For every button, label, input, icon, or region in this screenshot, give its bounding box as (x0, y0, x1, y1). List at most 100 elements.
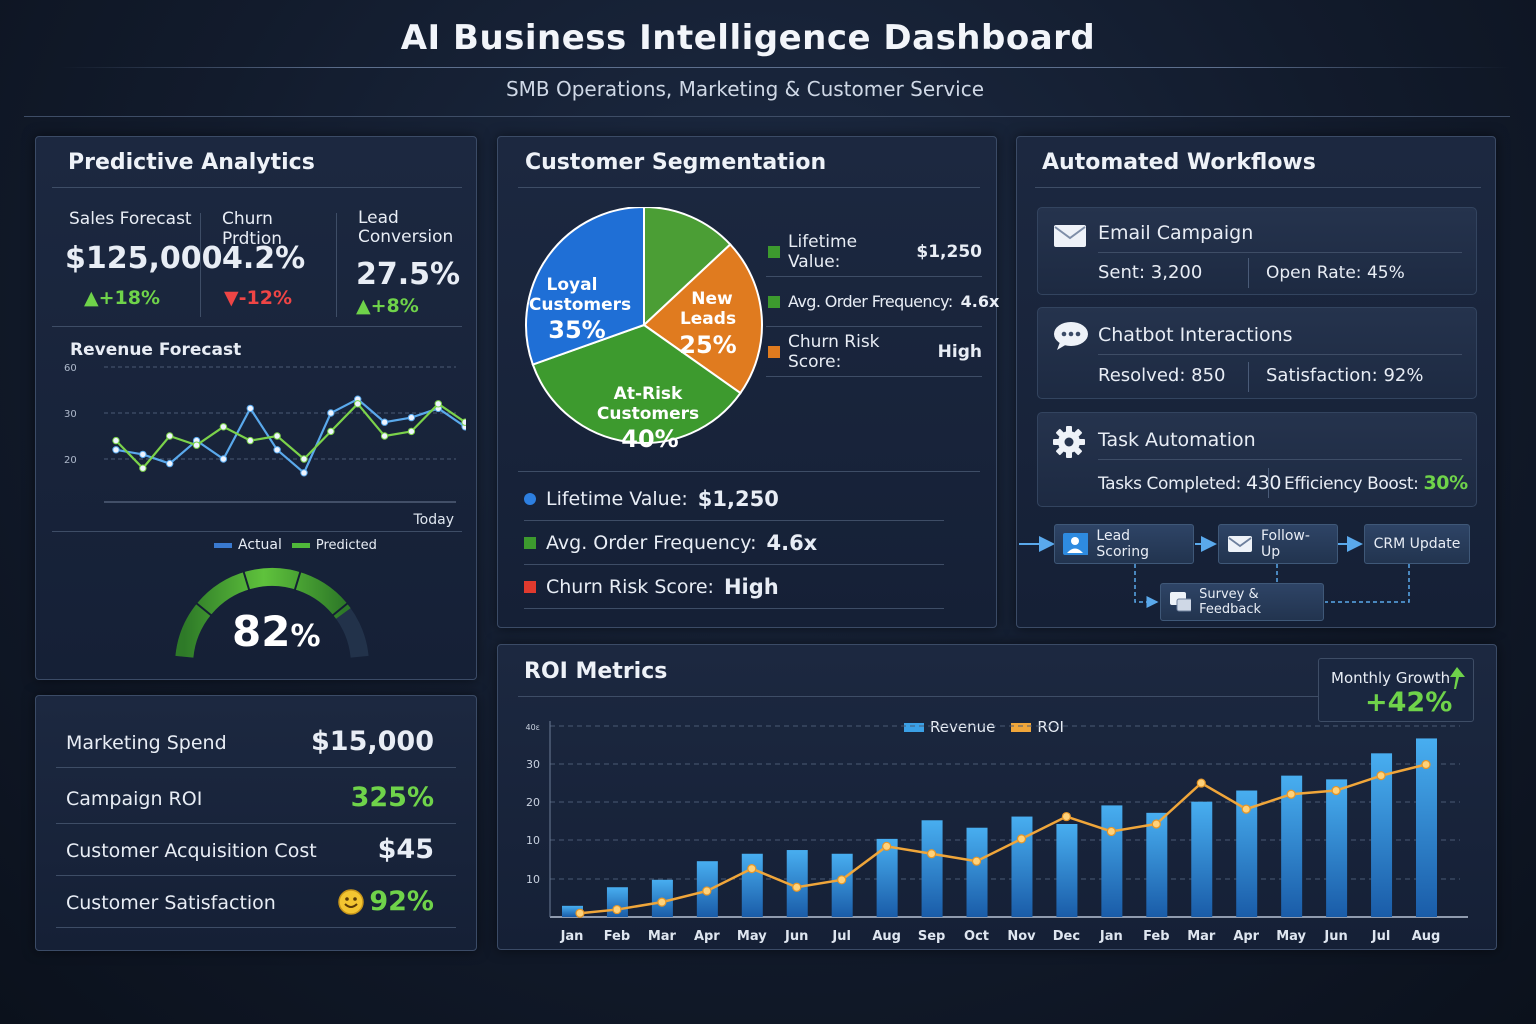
arrow-down-icon: ▼ (224, 287, 239, 309)
feedback-icon (1170, 592, 1192, 612)
card-stat-b: Satisfaction: 92% (1266, 365, 1424, 386)
revenue-bar (831, 853, 853, 917)
roi-point (792, 882, 802, 892)
data-point (192, 441, 201, 449)
legend-swatch (1011, 722, 1032, 732)
data-point (461, 418, 466, 426)
chat-bubble-icon (1054, 322, 1088, 350)
gauge-tick (242, 570, 251, 591)
roi-legend: Revenue ROI (904, 718, 1064, 736)
flow-lead-scoring[interactable]: Lead Scoring (1054, 524, 1194, 564)
kpi-lead-conversion[interactable]: Lead Conversion 27.5% ▲+8% (344, 207, 474, 322)
revenue-bar (1056, 824, 1078, 917)
svg-text:Customers: Customers (529, 295, 631, 315)
y-tick-label: 30 (526, 758, 540, 771)
card-stat-a: Tasks Completed: 430 (1098, 472, 1282, 494)
card-divider (1098, 252, 1462, 253)
metric-row-marketing-spend: Marketing Spend $15,000 (56, 716, 456, 768)
data-point (246, 404, 254, 413)
kpi-label: Lead Conversion (358, 208, 454, 247)
workflow-connectors (1019, 536, 1410, 608)
data-point (112, 446, 120, 454)
data-point (354, 400, 362, 408)
flow-survey-feedback[interactable]: Survey & Feedback (1160, 583, 1324, 621)
data-point (407, 427, 416, 436)
kpi-churn-prediction[interactable]: Churn Prdtion 4.2% ▼-12% (208, 207, 338, 322)
svg-text:New: New (691, 289, 733, 309)
data-point (219, 455, 228, 463)
growth-value: +42% (1365, 687, 1453, 718)
pie-slice-lifetime (643, 207, 732, 328)
data-point (166, 459, 174, 468)
flow-crm-update[interactable]: CRM Update (1364, 524, 1470, 564)
roi-bar-chart: 40ε 30 20 10 10 Jan Feb Mar Apr May Jun Jul Aug Sep O… (525, 721, 1468, 944)
card-divider (1098, 354, 1462, 355)
gauge-tick (331, 602, 349, 617)
automated-workflows-panel: Automated Workflows Email Campaign Sent:… (1016, 136, 1496, 628)
metric-value: 92% (337, 886, 434, 917)
legend-swatch (904, 722, 924, 732)
metric-row-satisfaction: Customer Satisfaction 92% (56, 876, 456, 928)
data-point (139, 450, 147, 459)
pie-label-new-leads: New Leads 25% (679, 289, 736, 359)
revenue-bar (921, 820, 943, 917)
legend-swatch (214, 542, 232, 548)
x-tick-label: Aug (872, 929, 901, 944)
square-icon (524, 536, 536, 549)
gauge-tick (293, 570, 302, 591)
kpi-delta: ▲+18% (84, 287, 161, 309)
revenue-bar (876, 838, 898, 917)
data-point (380, 418, 389, 426)
data-point (327, 409, 335, 417)
revenue-bar (1101, 805, 1123, 917)
email-campaign-card[interactable]: Email Campaign Sent: 3,200 Open Rate: 45… (1037, 207, 1477, 295)
card-title: Email Campaign (1098, 222, 1254, 244)
legend-roi: ROI (1011, 718, 1064, 736)
y-tick-label: 10 (526, 873, 540, 886)
x-tick-label: Aug (1412, 929, 1441, 944)
roi-metrics-title: ROI Metrics (524, 659, 668, 684)
metric-label: Customer Acquisition Cost (66, 840, 317, 862)
card-divider (1248, 362, 1249, 392)
data-point (300, 469, 308, 477)
gauge-tick (195, 602, 213, 617)
envelope-icon (1228, 536, 1252, 552)
data-point (300, 455, 308, 463)
data-point (273, 432, 281, 440)
roi-point (575, 908, 585, 918)
x-tick-label: Mar (648, 929, 677, 944)
metric-label: Campaign ROI (66, 788, 203, 810)
legend-swatch (291, 542, 310, 548)
roi-point (1016, 834, 1027, 844)
roi-point (1106, 826, 1116, 837)
roi-point (612, 904, 622, 915)
satisfaction-gauge (175, 568, 369, 658)
roi-point (1151, 819, 1161, 829)
metric-label: Customer Satisfaction (66, 892, 276, 914)
roi-point (882, 841, 892, 851)
revenue-bar (1191, 801, 1213, 917)
square-icon (524, 580, 536, 593)
x-tick-label: Jun (1323, 929, 1347, 944)
task-automation-card[interactable]: Task Automation Tasks Completed: 430 Eff… (1037, 412, 1477, 507)
legend-predicted: Predicted (291, 538, 377, 553)
kpi-sales-forecast[interactable]: Sales Forecast $125,000 ▲+18% (52, 207, 223, 322)
revenue-bar (1011, 816, 1033, 917)
x-tick-label: Jul (831, 929, 851, 944)
svg-text:Leads: Leads (680, 309, 736, 329)
legend-swatch (768, 245, 780, 258)
card-divider (1268, 468, 1269, 498)
segment-bottom-list: Lifetime Value: $1,250 Avg. Order Frequen… (524, 477, 944, 609)
chatbot-interactions-card[interactable]: Chatbot Interactions Resolved: 850 Satis… (1037, 307, 1477, 399)
svg-text:35%: 35% (548, 316, 605, 344)
metric-label: Marketing Spend (66, 732, 227, 754)
data-point (327, 427, 335, 436)
revenue-bar (1371, 753, 1393, 917)
kpi-divider (336, 213, 337, 317)
flow-follow-up[interactable]: Follow-Up (1218, 524, 1338, 564)
x-tick-label: Jan (560, 929, 584, 944)
roi-point (1286, 789, 1296, 799)
page-subtitle: SMB Operations, Marketing & Customer Ser… (505, 77, 985, 101)
revenue-bar (1326, 779, 1348, 917)
revenue-bar (562, 905, 583, 917)
